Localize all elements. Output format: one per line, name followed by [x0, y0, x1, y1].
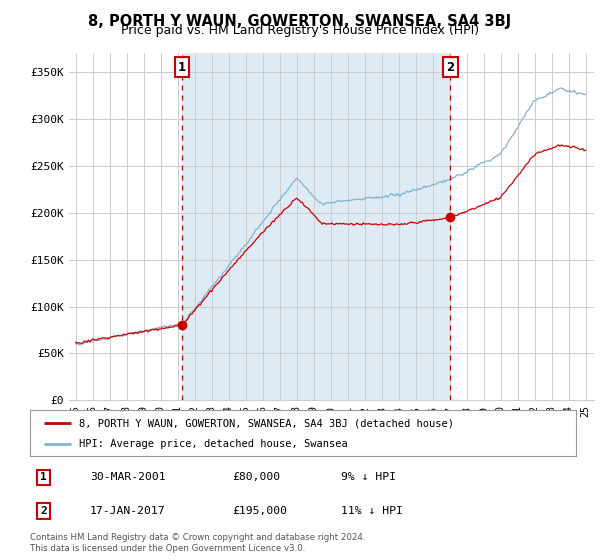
- Text: 2: 2: [40, 506, 47, 516]
- Text: Contains HM Land Registry data © Crown copyright and database right 2024.
This d: Contains HM Land Registry data © Crown c…: [30, 533, 365, 553]
- Text: 11% ↓ HPI: 11% ↓ HPI: [341, 506, 403, 516]
- Text: Price paid vs. HM Land Registry's House Price Index (HPI): Price paid vs. HM Land Registry's House …: [121, 24, 479, 37]
- Text: £195,000: £195,000: [232, 506, 287, 516]
- Text: 2: 2: [446, 61, 454, 74]
- Bar: [182, 53, 451, 400]
- Text: £80,000: £80,000: [232, 473, 280, 482]
- Text: 1: 1: [178, 61, 186, 74]
- Text: 30-MAR-2001: 30-MAR-2001: [90, 473, 166, 482]
- Text: 8, PORTH Y WAUN, GOWERTON, SWANSEA, SA4 3BJ (detached house): 8, PORTH Y WAUN, GOWERTON, SWANSEA, SA4 …: [79, 418, 454, 428]
- Text: HPI: Average price, detached house, Swansea: HPI: Average price, detached house, Swan…: [79, 438, 348, 449]
- Text: 8, PORTH Y WAUN, GOWERTON, SWANSEA, SA4 3BJ: 8, PORTH Y WAUN, GOWERTON, SWANSEA, SA4 …: [88, 14, 512, 29]
- Text: 1: 1: [40, 473, 47, 482]
- Text: 17-JAN-2017: 17-JAN-2017: [90, 506, 166, 516]
- Text: 9% ↓ HPI: 9% ↓ HPI: [341, 473, 396, 482]
